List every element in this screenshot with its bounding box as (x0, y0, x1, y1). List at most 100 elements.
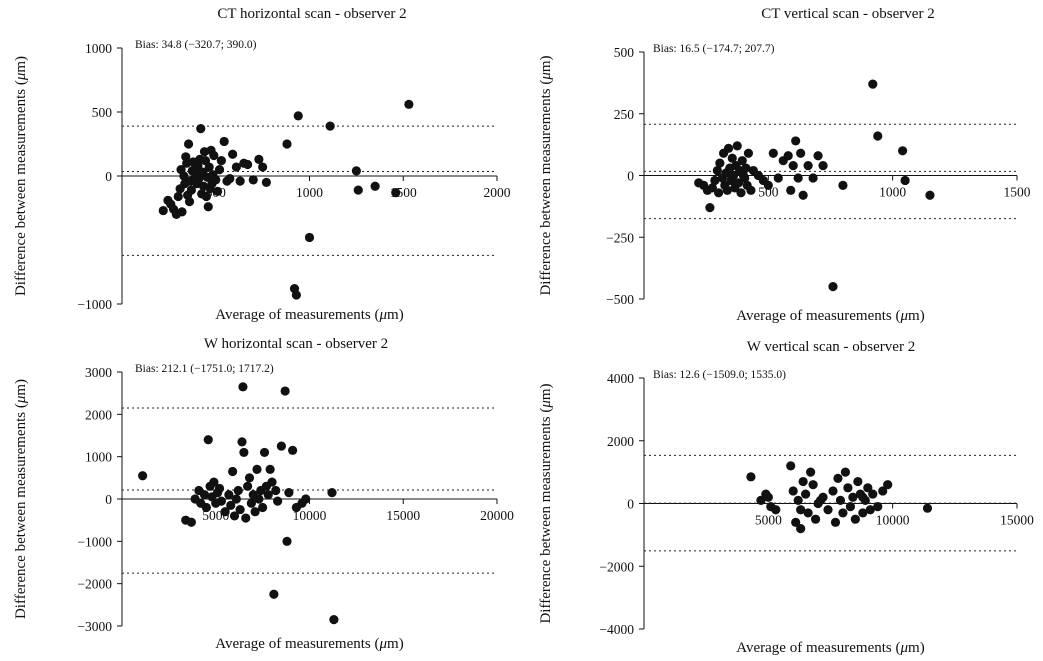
data-point (199, 490, 210, 500)
data-point (756, 495, 766, 505)
data-point (196, 124, 206, 134)
data-point (258, 502, 268, 513)
x-tick-label: 20000 (480, 508, 514, 523)
data-point (798, 476, 808, 487)
data-point (263, 490, 273, 500)
data-point (838, 180, 848, 190)
data-point (209, 477, 219, 487)
y-tick-label: −1000 (77, 297, 112, 312)
y-axis-title: Difference between measurements (μm) (13, 379, 29, 619)
y-tick-label: 250 (614, 107, 635, 122)
data-point (226, 500, 236, 510)
data-point (203, 202, 213, 212)
y-axis-title-suffix: m) (538, 383, 554, 400)
data-point (239, 447, 249, 458)
chart-w-horizontal-plot: W horizontal scan - observer 2 −3000 −2000… (13, 336, 514, 652)
chart-title: W vertical scan - observer 2 (747, 339, 915, 355)
y-tick-label: 4000 (607, 371, 634, 386)
y-axis-title-prefix: Difference between measurements ( (13, 80, 29, 296)
data-point (796, 148, 806, 158)
y-axis-title-suffix: m) (13, 379, 29, 396)
x-tick-label: 2000 (484, 185, 511, 200)
data-point (267, 477, 277, 487)
y-tick-label: 0 (627, 497, 634, 512)
y-axis-title-suffix: m) (538, 55, 554, 72)
data-point (771, 505, 781, 515)
data-point (265, 464, 275, 474)
y-tick-label: −250 (606, 230, 634, 245)
data-point (261, 177, 271, 187)
data-point (791, 517, 801, 527)
y-axis-title-mu: μ (13, 72, 29, 81)
data-point (276, 441, 286, 451)
y-tick-label: −1000 (77, 534, 112, 549)
data-point (793, 173, 803, 183)
data-point (284, 488, 294, 498)
data-point (746, 185, 756, 195)
data-point (243, 481, 253, 491)
data-point (801, 489, 811, 499)
data-point (282, 536, 292, 546)
data-point (798, 190, 808, 200)
x-tick-label: 5000 (755, 513, 782, 528)
data-point (179, 171, 189, 181)
chart-title: CT vertical scan - observer 2 (761, 6, 934, 22)
x-axis-title-suffix: m) (908, 308, 925, 324)
x-axis-title-prefix: Average of measurements ( (215, 307, 379, 323)
data-point (211, 175, 221, 185)
y-axis-title-suffix: m) (13, 56, 29, 73)
data-point (235, 504, 245, 515)
data-point (803, 508, 813, 518)
data-point (243, 159, 253, 170)
data-point (353, 185, 363, 195)
y-tick-label: −2000 (599, 559, 634, 574)
data-point (186, 185, 196, 195)
data-point (813, 151, 823, 161)
y-axis-title-mu: μ (538, 400, 554, 409)
data-point (788, 161, 798, 171)
data-point (273, 496, 283, 506)
x-axis-title: Average of measurements (μm) (736, 640, 924, 656)
data-point (715, 158, 725, 168)
data-point (216, 496, 226, 506)
data-point (863, 483, 873, 493)
bias-label: Bias: 16.5 (−174.7; 207.7) (653, 43, 775, 55)
x-tick-label: 10000 (876, 513, 910, 528)
data-point (783, 151, 793, 161)
data-point (810, 514, 821, 524)
data-point (158, 205, 168, 216)
data-point (883, 480, 893, 490)
data-point (231, 494, 241, 504)
y-tick-label: 2000 (607, 434, 634, 449)
data-point (327, 488, 337, 498)
data-point (828, 486, 838, 496)
data-point (228, 149, 238, 159)
data-point (237, 437, 247, 447)
data-point (722, 185, 732, 195)
data-point (259, 447, 270, 458)
data-point (823, 505, 833, 515)
data-point (177, 207, 187, 217)
bias-label: Bias: 212.1 (−1751.0; 1717.2) (135, 363, 274, 375)
data-point (865, 505, 875, 515)
data-point (246, 498, 256, 508)
y-axis-title-prefix: Difference between measurements ( (538, 80, 554, 296)
data-point (241, 513, 251, 523)
data-point (808, 173, 818, 183)
data-point (186, 517, 196, 527)
data-point (868, 79, 878, 89)
chart-title: W horizontal scan - observer 2 (204, 336, 388, 352)
y-tick-label: −2000 (77, 577, 112, 592)
data-point (900, 175, 910, 186)
y-tick-label: 0 (105, 492, 112, 507)
y-axis-title-prefix: Difference between measurements ( (538, 408, 554, 624)
data-point (254, 154, 264, 164)
data-point (252, 464, 262, 474)
y-axis-title-prefix: Difference between measurements ( (13, 403, 29, 619)
data-point (224, 490, 234, 500)
data-point (763, 180, 773, 190)
data-point (796, 505, 806, 515)
data-point (138, 471, 148, 481)
chart-ct-horizontal: CT horizontal scan - observer 2 −1000 0 500… (0, 0, 521, 330)
data-point (209, 150, 219, 161)
